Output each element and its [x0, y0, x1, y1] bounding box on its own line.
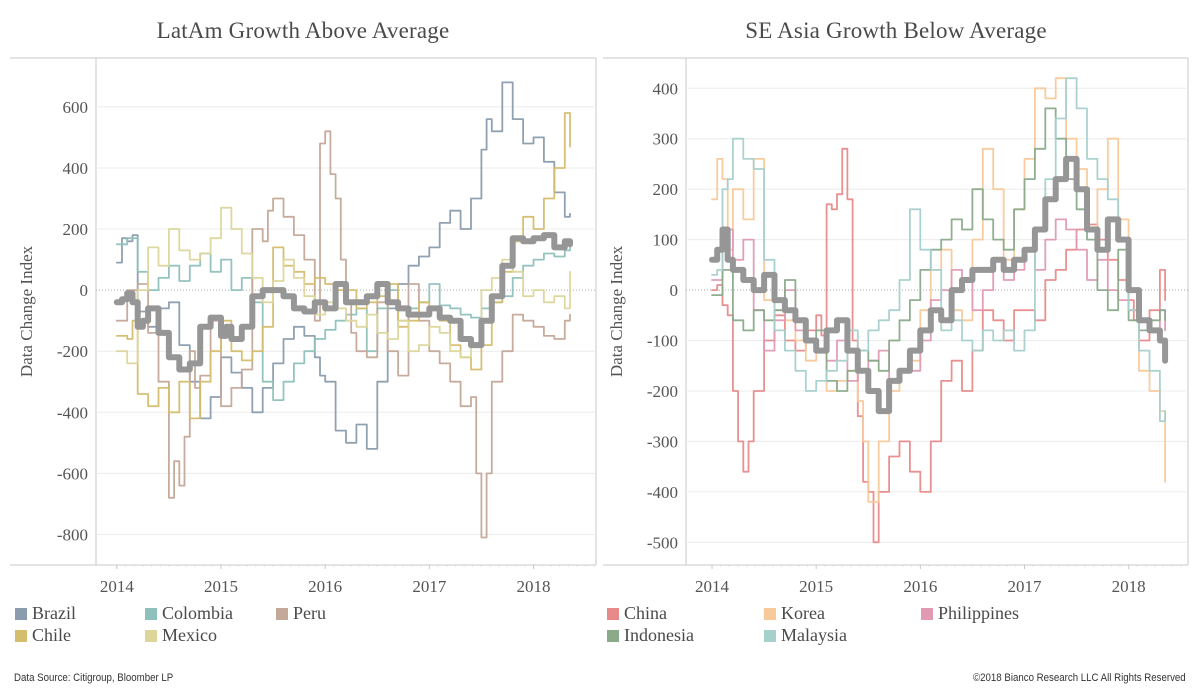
- y-tick-label: -200: [647, 382, 678, 401]
- y-tick-label: -300: [647, 432, 678, 451]
- legend-label: Colombia: [162, 603, 233, 623]
- series-line-brazil: [115, 81, 571, 450]
- y-tick-label: 300: [653, 130, 679, 149]
- x-tick-label: 2016: [903, 577, 937, 596]
- legend-swatch-china: [607, 607, 619, 620]
- y-tick-label: 200: [63, 220, 89, 239]
- legend-label: Korea: [781, 603, 825, 623]
- series-line-average: [709, 155, 1169, 415]
- y-tick-label: 400: [653, 79, 679, 98]
- y-tick-label: 0: [80, 281, 89, 300]
- y-tick-label: 0: [670, 281, 679, 300]
- legend-label: Brazil: [32, 603, 76, 623]
- y-tick-label: -400: [647, 483, 678, 502]
- legend-swatch-philippines: [921, 607, 933, 620]
- series-group: [113, 81, 573, 539]
- legend-label: Chile: [32, 625, 71, 645]
- data-source-note: Data Source: Citigroup, Bloomber LP: [14, 672, 174, 684]
- x-tick-label: 2015: [204, 577, 238, 596]
- legend-swatch-mexico: [145, 629, 157, 642]
- legend-swatch-chile: [15, 629, 27, 642]
- legend-swatch-peru: [276, 607, 288, 620]
- series-line-peru: [115, 130, 571, 539]
- legend-swatch-malaysia: [764, 629, 776, 642]
- y-tick-label: -800: [57, 525, 88, 544]
- y-tick-label: -100: [647, 332, 678, 351]
- x-tick-label: 2017: [1007, 577, 1042, 596]
- legend-label: Philippines: [938, 603, 1020, 623]
- x-tick-label: 2017: [412, 577, 447, 596]
- legend-label: Mexico: [162, 625, 217, 645]
- legend-swatch-korea: [764, 607, 776, 620]
- x-tick-label: 2016: [308, 577, 342, 596]
- y-tick-label: 600: [63, 98, 89, 117]
- legend-label: Malaysia: [781, 625, 847, 645]
- legend-item-malaysia[interactable]: Malaysia: [764, 625, 847, 646]
- x-tick-label: 2018: [1112, 577, 1146, 596]
- y-tick-label: -200: [57, 342, 88, 361]
- series-line-indonesia: [711, 107, 1166, 392]
- copyright-note: ©2018 Bianco Research LLC All Rights Res…: [973, 672, 1186, 684]
- se-asia-chart: 400 300 200 100 0 -100 -200 -300 -400 -500 2014 201…: [603, 57, 1189, 596]
- legend-item-philippines[interactable]: Philippines: [921, 603, 1019, 624]
- legend-item-china[interactable]: China: [607, 603, 667, 624]
- y-tick-label: -500: [647, 533, 678, 552]
- legend-item-indonesia[interactable]: Indonesia: [607, 625, 694, 646]
- y-tick-label: -600: [57, 464, 88, 483]
- x-tick-label: 2014: [695, 577, 730, 596]
- legend-item-peru[interactable]: Peru: [276, 603, 326, 624]
- legend-swatch-indonesia: [607, 629, 619, 642]
- y-axis-title: Data Change Index: [607, 245, 626, 377]
- legend-swatch-brazil: [15, 607, 27, 620]
- right-chart-title: SE Asia Growth Below Average: [745, 18, 1047, 43]
- x-tick-label: 2018: [517, 577, 551, 596]
- series-group: [709, 77, 1169, 544]
- y-tick-label: 400: [63, 159, 89, 178]
- series-line-average: [113, 232, 573, 373]
- y-tick-label: 100: [653, 231, 679, 250]
- legend-label: China: [624, 603, 667, 623]
- latam-chart: 600 400 200 0 -200 -400 -600 -800 2014 2015 2016 20…: [10, 57, 597, 596]
- legend-item-korea[interactable]: Korea: [764, 603, 825, 624]
- y-axis-title: Data Change Index: [17, 245, 36, 377]
- legend-item-brazil[interactable]: Brazil: [15, 603, 76, 624]
- left-chart-title: LatAm Growth Above Average: [156, 18, 450, 43]
- legend-label: Peru: [293, 603, 326, 623]
- legend-item-mexico[interactable]: Mexico: [145, 625, 217, 646]
- y-tick-label: 200: [653, 180, 679, 199]
- legend-item-chile[interactable]: Chile: [15, 625, 71, 646]
- legend-label: Indonesia: [624, 625, 694, 645]
- x-tick-label: 2014: [100, 577, 135, 596]
- y-tick-label: -400: [57, 403, 88, 422]
- legend-swatch-colombia: [145, 607, 157, 620]
- legend-item-colombia[interactable]: Colombia: [145, 603, 233, 624]
- x-tick-label: 2015: [799, 577, 833, 596]
